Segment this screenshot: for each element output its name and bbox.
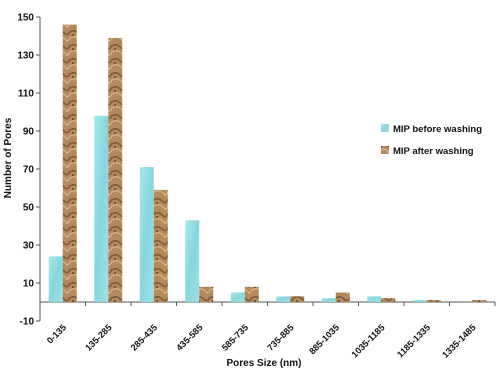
x-tick-label: 885-1035 (307, 322, 341, 356)
x-tick-label: 585-735 (220, 322, 250, 352)
bar-before (230, 292, 245, 302)
bar-before (367, 296, 382, 302)
bar-after (381, 298, 396, 302)
y-tick-label: 10 (23, 279, 35, 290)
legend-swatch (381, 124, 389, 132)
bar-before (48, 256, 63, 302)
x-tick-label: 1185-1335 (395, 322, 432, 359)
bar-after (472, 300, 487, 302)
x-tick-label: 0-135 (45, 322, 68, 345)
y-tick-label: 130 (17, 51, 34, 62)
chart-legend: MIP before washing MIP after washing (381, 124, 482, 157)
y-axis-label: Number of Pores (3, 117, 14, 198)
bar-after (153, 189, 168, 302)
bar-after (335, 292, 350, 302)
y-tick-label: 110 (18, 89, 35, 100)
bars-group (48, 24, 487, 303)
x-tick-label: 1335-1485 (440, 322, 478, 360)
x-tick-label: 135-285 (83, 322, 113, 352)
x-tick-label: 285-435 (129, 322, 159, 352)
x-tick-label: 435-585 (174, 322, 204, 352)
legend-label: MIP after washing (393, 146, 474, 157)
bar-after (290, 296, 305, 302)
y-tick-label: 70 (23, 165, 35, 176)
y-tick-label: 30 (23, 241, 35, 252)
legend-label: MIP before washing (393, 124, 482, 135)
bar-before (139, 167, 154, 302)
x-axis-label: Pores Size (nm) (226, 358, 301, 369)
y-tick-label: -10 (20, 317, 35, 328)
y-tick-label: 150 (17, 13, 34, 24)
bar-before (185, 220, 200, 302)
bar-after (62, 24, 77, 302)
bar-before (321, 298, 336, 302)
x-tick-label: 1035-1185 (350, 322, 387, 359)
bar-before (276, 296, 291, 302)
x-tick-label: 735-885 (265, 322, 295, 352)
bar-before (412, 300, 427, 302)
legend-swatch (381, 146, 389, 154)
axes-group: -10 10 30 50 70 90 110 130 150 0-135 135-285 285-43… (17, 13, 496, 360)
y-tick-label: 90 (23, 127, 35, 138)
bar-after (199, 286, 214, 302)
bar-after (244, 286, 259, 302)
bar-before (94, 115, 109, 302)
bar-after (108, 37, 123, 303)
y-tick-label: 50 (23, 203, 35, 214)
bar-after (426, 300, 441, 302)
